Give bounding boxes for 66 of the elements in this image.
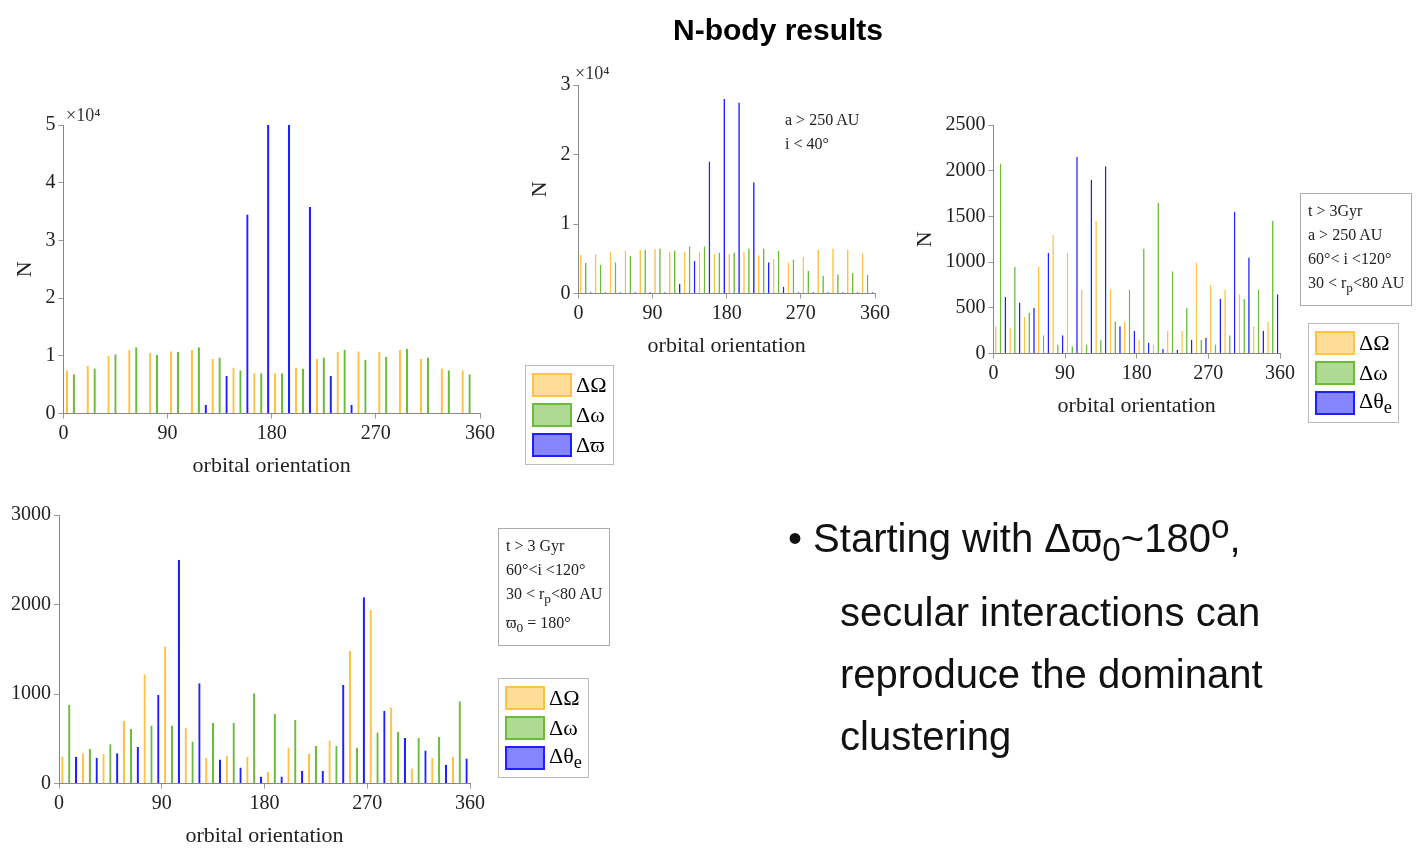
y-axis-title: N (525, 181, 551, 198)
annotation: a > 250 AU (785, 110, 860, 130)
x-tick-label: 270 (360, 420, 391, 443)
y-tick-label: 5 (45, 112, 56, 135)
y-tick-label: 0 (560, 280, 571, 303)
y-tick-label: 0 (41, 770, 51, 793)
y-tick-label: 3 (45, 227, 56, 250)
x-tick-label: 360 (1265, 360, 1295, 383)
y-tick-label: 1000 (11, 681, 51, 704)
legend-label: Δθ$_{e}$ (549, 742, 582, 774)
x-axis-title: orbital orientation (185, 821, 344, 847)
text: 60°< i <120° (1308, 249, 1393, 269)
y-tick-label: 4 (45, 169, 56, 192)
x-tick-label: 180 (249, 790, 280, 813)
x-tick-label: 360 (455, 790, 485, 813)
y-tick-label: 2500 (945, 112, 986, 135)
y-axis-title: N (910, 231, 936, 248)
y-tick-label: 1000 (945, 249, 986, 272)
chart-title: N-body results (673, 13, 884, 47)
legend-label: ΔΩ (576, 372, 607, 398)
legend-label: Δω (1359, 360, 1388, 386)
y-axis-title: N (10, 261, 36, 278)
text: t > 3Gyr (1308, 201, 1364, 222)
x-tick-label: 180 (711, 300, 742, 323)
y-tick-label: 1 (560, 211, 571, 234)
x-tick-label: 270 (1193, 360, 1224, 383)
legend-label: Δω (549, 715, 578, 741)
x-tick-label: 90 (157, 420, 178, 443)
text: 30 < r$_{p}$<80 AU (506, 584, 603, 609)
text: ×10⁴ (66, 105, 101, 126)
x-axis-title: orbital orientation (647, 331, 806, 357)
x-tick-label: 90 (151, 790, 172, 813)
x-axis-title: orbital orientation (1057, 391, 1216, 417)
legend-label: Δϖ (576, 432, 605, 458)
text: ×10⁴ (575, 63, 610, 84)
legend-label: ΔΩ (549, 685, 580, 711)
y-tick-label: 2000 (945, 157, 986, 180)
text: t > 3 Gyr (506, 536, 566, 557)
y-tick-label: 2 (560, 141, 571, 164)
y-tick-label: 0 (45, 400, 56, 423)
x-tick-label: 180 (1121, 360, 1152, 383)
text: 60°<i <120° (506, 560, 587, 580)
x-tick-label: 270 (352, 790, 383, 813)
y-tick-label: 0 (975, 340, 986, 363)
y-tick-label: 1 (45, 343, 56, 366)
x-tick-label: 360 (860, 300, 890, 323)
annotation: i < 40° (785, 134, 830, 154)
text: • Starting with Δϖ$_{0}$~180$^{o}$, secular interactions can reproduce the dominant clustering (788, 507, 1264, 761)
y-tick-label: 2000 (11, 591, 51, 614)
x-axis-title: orbital orientation (192, 451, 351, 477)
x-tick-label: 90 (1055, 360, 1076, 383)
text: a > 250 AU (1308, 225, 1384, 245)
text: ϖ$_{0}$ = 180° (506, 613, 572, 638)
x-tick-label: 270 (785, 300, 816, 323)
text: 30 < r$_{p}$<80 AU (1308, 273, 1405, 298)
x-tick-label: 360 (465, 420, 495, 443)
legend-label: Δω (576, 402, 605, 428)
y-tick-label: 3000 (11, 502, 51, 525)
y-tick-label: 3 (560, 72, 571, 95)
legend-label: ΔΩ (1359, 330, 1390, 356)
legend-label: Δθ$_{e}$ (1359, 387, 1392, 419)
y-tick-label: 1500 (945, 203, 986, 226)
y-tick-label: 500 (955, 295, 986, 318)
y-tick-label: 2 (45, 285, 56, 308)
x-tick-label: 90 (642, 300, 663, 323)
x-tick-label: 180 (256, 420, 287, 443)
